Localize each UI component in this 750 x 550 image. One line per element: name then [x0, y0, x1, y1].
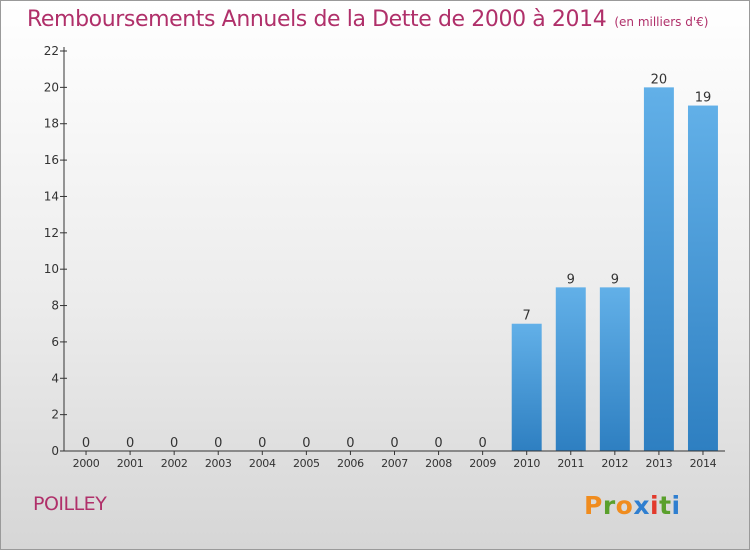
- y-tick-label: 10: [44, 262, 59, 276]
- bar-value-label: 9: [567, 272, 575, 287]
- bar: [599, 287, 630, 451]
- x-tick-label: 2007: [381, 457, 408, 470]
- x-tick-label: 2010: [513, 457, 540, 470]
- x-tick-label: 2002: [161, 457, 188, 470]
- commune-name: POILLEY: [33, 493, 107, 515]
- bar-value-label: 0: [214, 436, 222, 451]
- brand-letter: x: [633, 491, 650, 520]
- bar: [511, 323, 542, 451]
- brand-letter: i: [650, 491, 660, 520]
- bar-value-label: 0: [346, 436, 354, 451]
- x-tick-label: 2004: [249, 457, 276, 470]
- y-tick-label: 8: [51, 299, 59, 313]
- brand-letter: o: [615, 491, 634, 520]
- y-tick-label: 0: [51, 444, 59, 458]
- bar-value-label: 0: [170, 436, 178, 451]
- bar-value-label: 7: [523, 309, 531, 324]
- x-tick-label: 2014: [690, 457, 717, 470]
- brand-letter: t: [659, 491, 672, 520]
- brand-letter: P: [584, 491, 603, 520]
- bar-value-label: 0: [302, 436, 310, 451]
- x-tick-label: 2011: [557, 457, 584, 470]
- y-tick-label: 4: [51, 371, 59, 385]
- x-tick-label: 2009: [469, 457, 496, 470]
- y-tick-label: 2: [51, 408, 59, 422]
- bar-value-label: 0: [82, 436, 90, 451]
- bar-value-label: 0: [126, 436, 134, 451]
- bar: [555, 287, 586, 451]
- y-tick-label: 6: [51, 335, 59, 349]
- y-tick-label: 20: [44, 80, 59, 94]
- y-tick-label: 18: [44, 117, 59, 131]
- x-tick-label: 2013: [646, 457, 673, 470]
- y-tick-label: 22: [44, 44, 59, 58]
- brand-logo: Proxiti: [584, 491, 681, 520]
- chart-title: Remboursements Annuels de la Dette de 20…: [27, 7, 708, 32]
- y-tick-label: 16: [44, 153, 59, 167]
- bar-value-label: 0: [478, 436, 486, 451]
- bars-layer: 0 0 0 0 0 0 0 0 0 0 7 9 9 20 19: [82, 72, 718, 451]
- x-tick-label: 2001: [117, 457, 144, 470]
- bar-value-label: 9: [611, 272, 619, 287]
- brand-letter: r: [602, 491, 616, 520]
- x-tick-label: 2005: [293, 457, 320, 470]
- x-tick-label: 2012: [601, 457, 628, 470]
- x-tick-label: 2000: [73, 457, 100, 470]
- bar: [643, 87, 674, 451]
- x-tick-label: 2003: [205, 457, 232, 470]
- bar: [687, 105, 718, 451]
- x-tick-label: 2006: [337, 457, 364, 470]
- bar-value-label: 20: [651, 72, 668, 87]
- y-tick-label: 14: [44, 189, 59, 203]
- x-tick-label: 2008: [425, 457, 452, 470]
- chart-title-text: Remboursements Annuels de la Dette de 20…: [27, 7, 607, 32]
- bar-value-label: 0: [258, 436, 266, 451]
- y-tick-label: 12: [44, 226, 59, 240]
- bar-value-label: 0: [390, 436, 398, 451]
- chart-subtitle: (en milliers d'€): [614, 15, 709, 29]
- bar-value-label: 0: [434, 436, 442, 451]
- bar-value-label: 19: [695, 91, 712, 106]
- brand-letter: i: [671, 491, 681, 520]
